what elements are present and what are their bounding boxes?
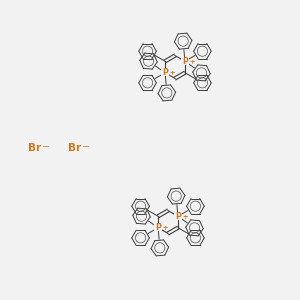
- Text: −: −: [41, 142, 49, 151]
- Text: P: P: [162, 68, 168, 77]
- Bar: [154, 224, 163, 231]
- Bar: [161, 69, 170, 76]
- Text: P: P: [182, 57, 188, 66]
- Text: Br: Br: [28, 143, 41, 153]
- Text: +: +: [189, 58, 194, 64]
- Text: P: P: [155, 223, 161, 232]
- Bar: [173, 213, 182, 220]
- Text: Br: Br: [68, 143, 81, 153]
- Text: +: +: [182, 214, 188, 220]
- Text: P: P: [175, 212, 181, 221]
- Bar: [181, 58, 189, 65]
- Text: +: +: [162, 225, 168, 231]
- Text: −: −: [81, 142, 88, 151]
- Text: +: +: [169, 70, 175, 76]
